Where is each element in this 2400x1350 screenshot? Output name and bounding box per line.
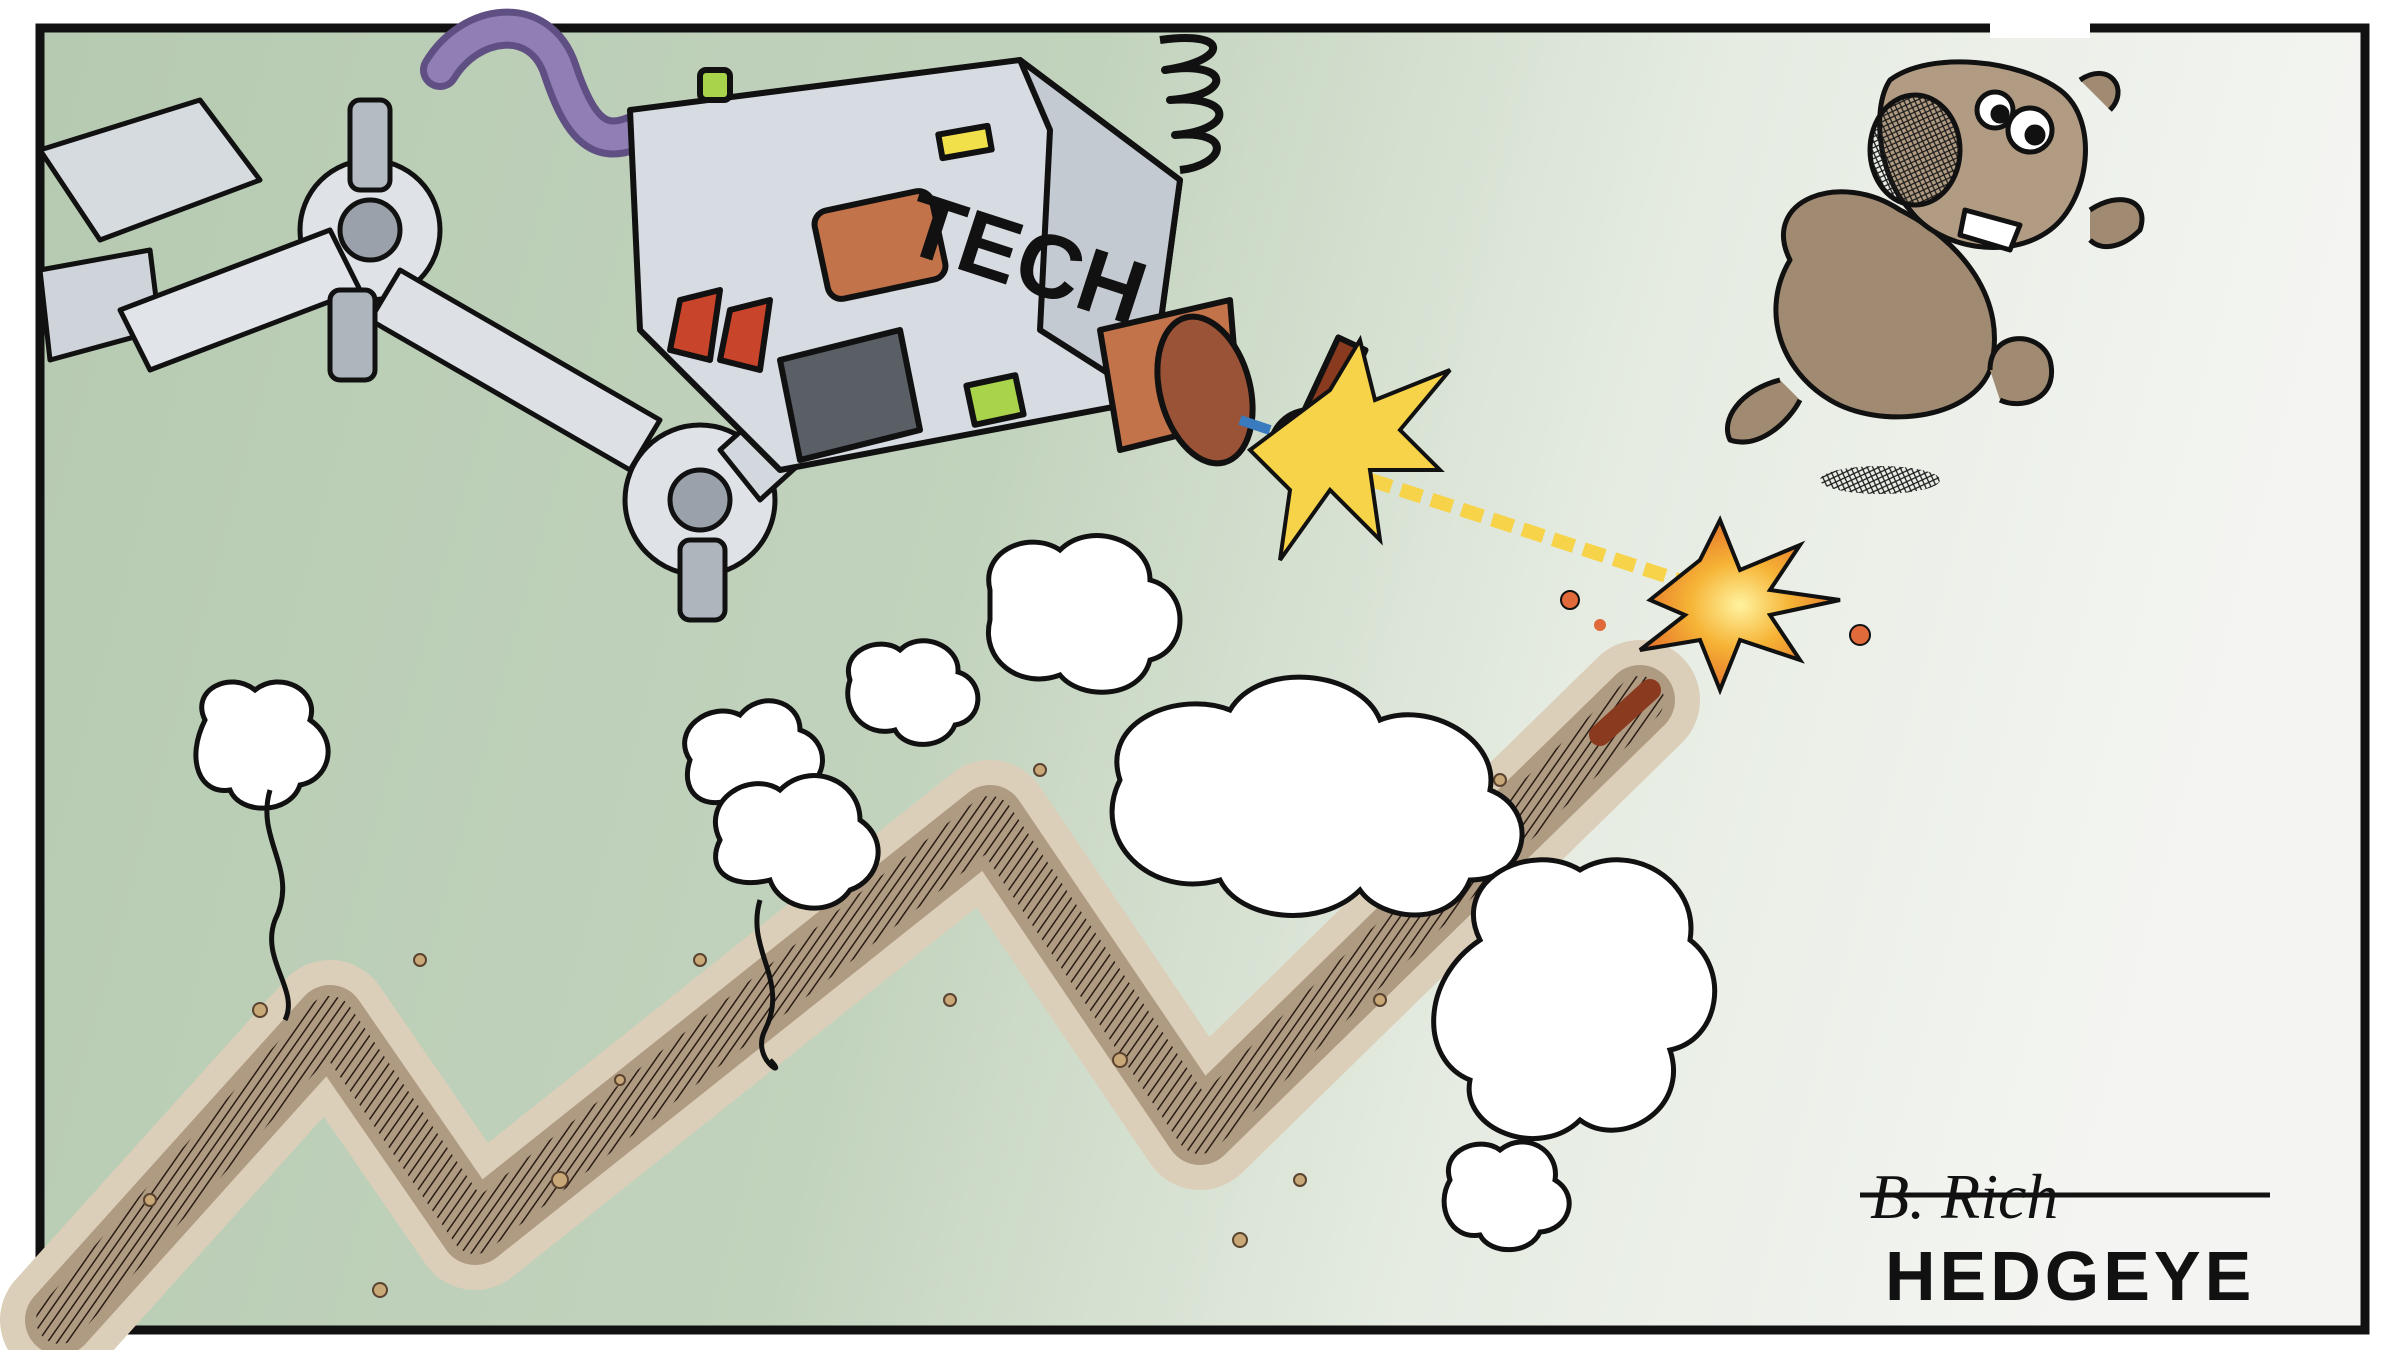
artist-signature: B. Rich HEDGEYE (1860, 1161, 2270, 1315)
chart-trail-icon (0, 640, 1700, 1350)
smoke-cloud-icon (193, 533, 1718, 1253)
spark-icon (1246, 334, 1871, 696)
bear-icon (1725, 59, 2145, 494)
brand-text: HEDGEYE (1885, 1237, 2255, 1315)
